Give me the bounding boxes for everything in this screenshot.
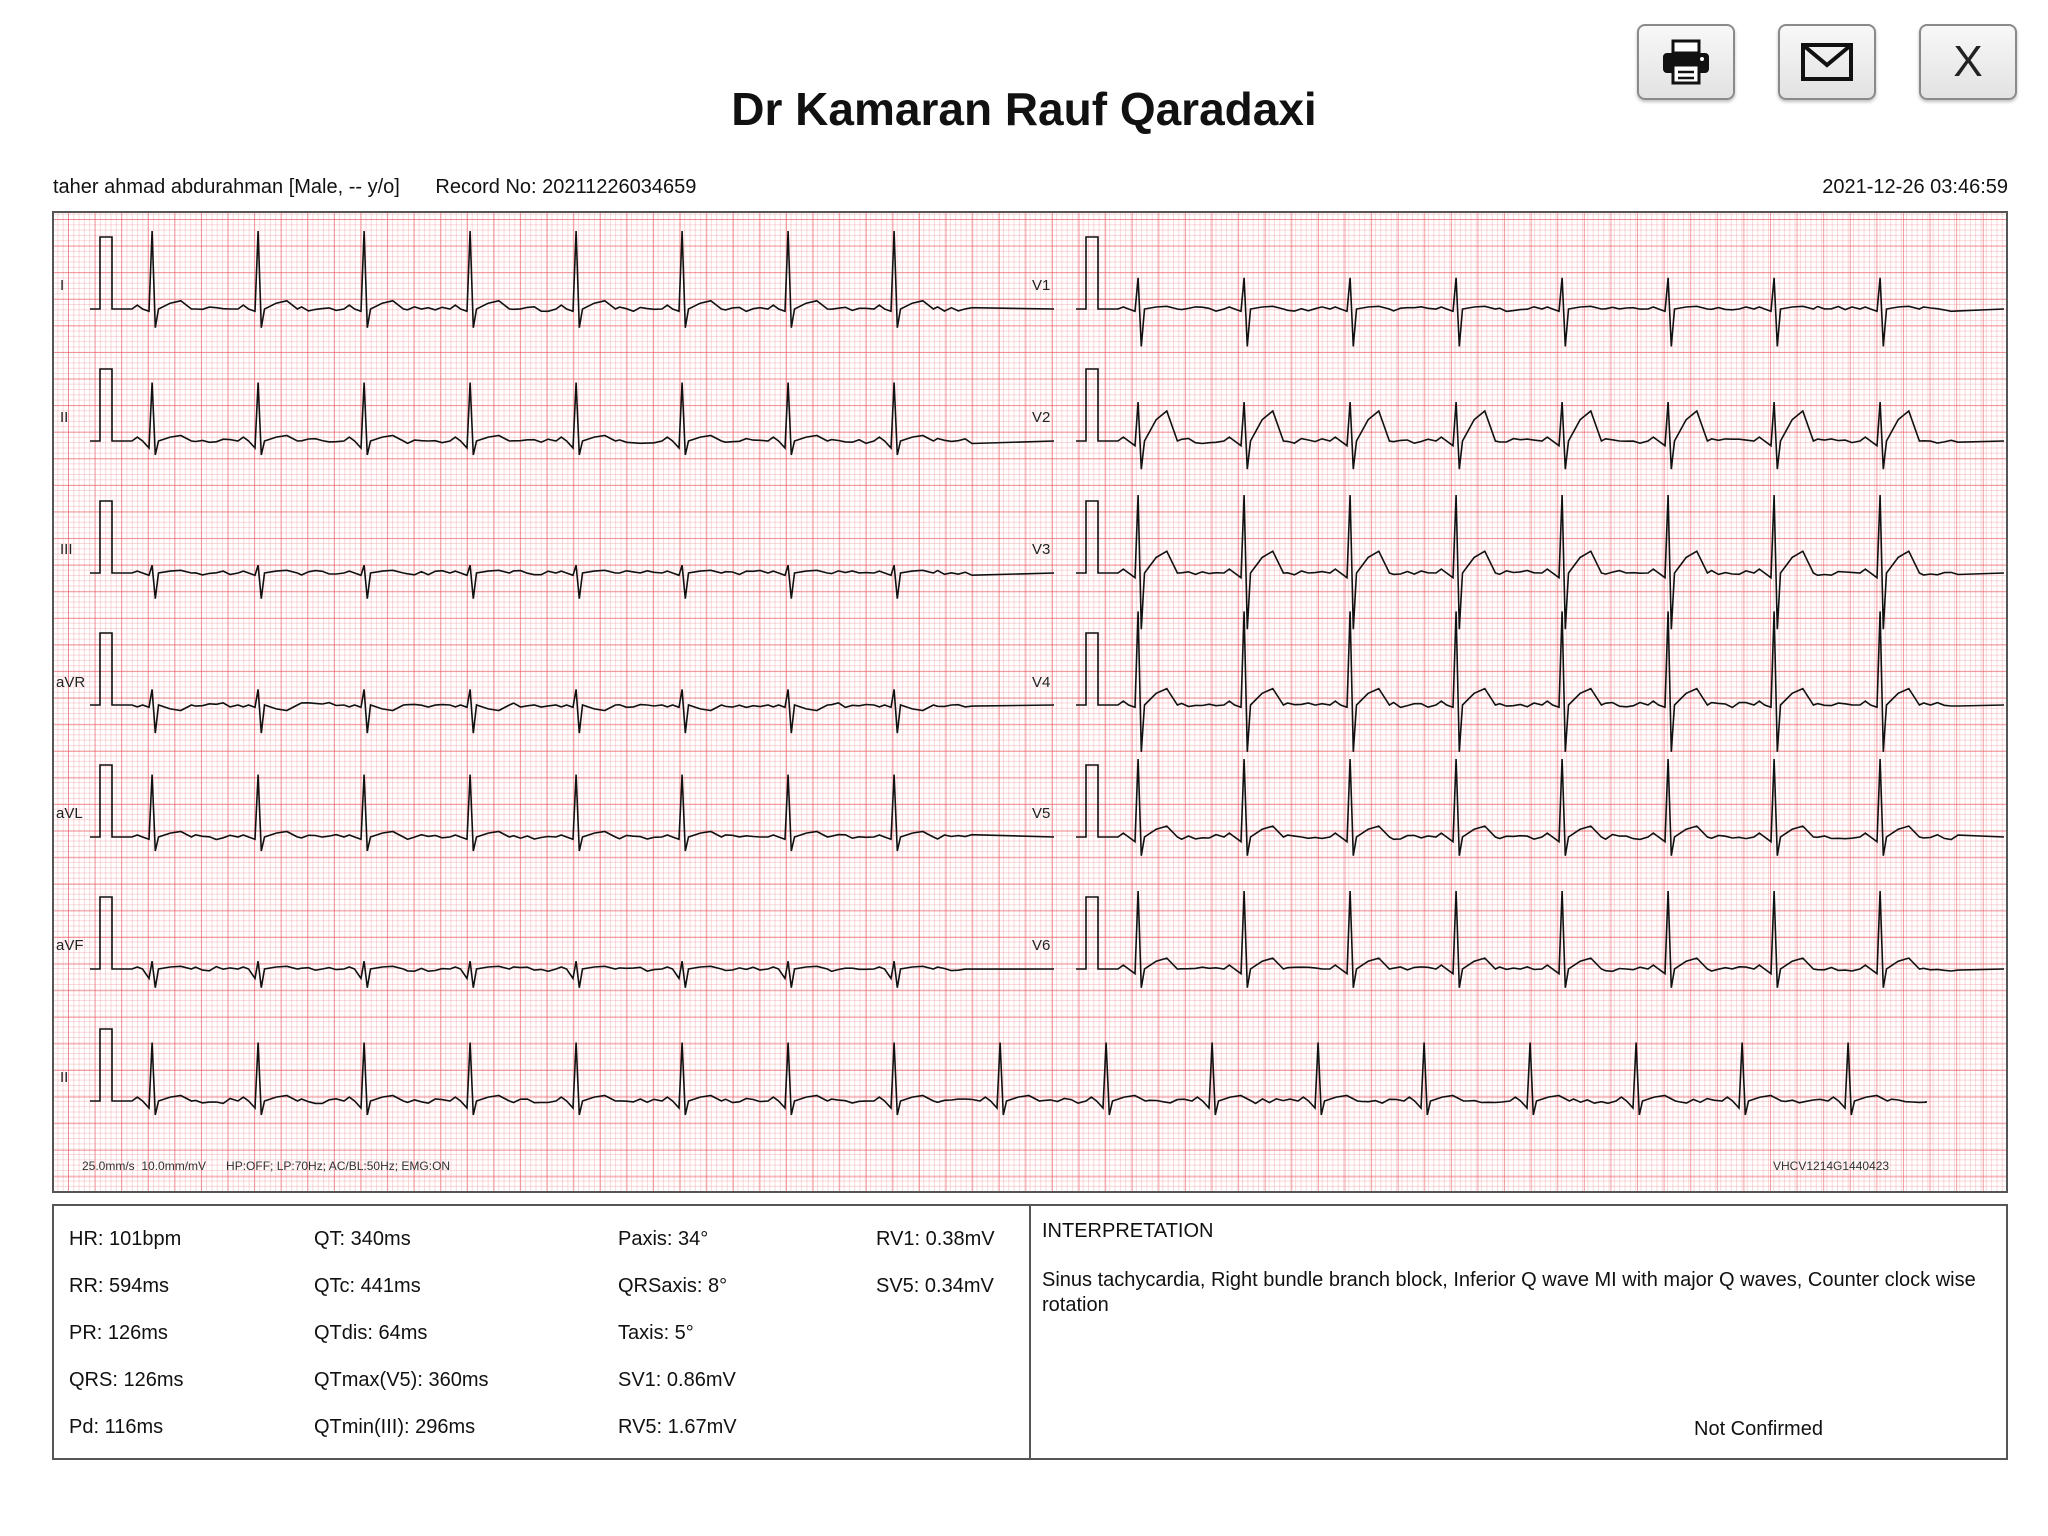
measurement-pd: Pd: 116ms	[69, 1416, 164, 1438]
measurement-qtdis: QTdis: 64ms	[314, 1322, 428, 1344]
lead-label-avr: aVR	[56, 674, 86, 691]
interpretation-title: INTERPRETATION	[1042, 1220, 1214, 1242]
measurement-qt: QT: 340ms	[314, 1228, 411, 1250]
measurement-rr: RR: 594ms	[69, 1275, 170, 1297]
measurement-paxis: Paxis: 34°	[618, 1228, 709, 1250]
measurement-sv5: SV5: 0.34mV	[876, 1275, 994, 1297]
page-title: Dr Kamaran Rauf Qaradaxi	[731, 83, 1317, 135]
lead-label-v4: V4	[1032, 674, 1051, 691]
measurement-rv5: RV5: 1.67mV	[618, 1416, 737, 1438]
measurement-qtc: QTc: 441ms	[314, 1275, 421, 1297]
lead-label-iii: III	[60, 541, 73, 558]
measurement-hr: HR: 101bpm	[69, 1228, 182, 1250]
lead-label-v6: V6	[1032, 937, 1051, 954]
patient-name: taher ahmad abdurahman [Male, -- y/o]	[53, 176, 400, 198]
record-datetime: 2021-12-26 03:46:59	[1822, 176, 2008, 198]
measurement-qtmin: QTmin(III): 296ms	[314, 1416, 476, 1438]
envelope-icon	[1801, 43, 1853, 81]
measurement-rv1: RV1: 0.38mV	[876, 1228, 995, 1250]
print-button[interactable]	[1637, 24, 1735, 100]
panel-divider	[1029, 1206, 1031, 1458]
patient-info: taher ahmad abdurahman [Male, -- y/o] Re…	[53, 176, 696, 199]
lead-label-rhythm: II	[60, 1069, 69, 1086]
confirmation-status: Not Confirmed	[1694, 1418, 1823, 1440]
lead-label-v3: V3	[1032, 541, 1051, 558]
lead-label-v2: V2	[1032, 409, 1051, 426]
ecg-traces	[90, 230, 2005, 1116]
lead-label-ii: II	[60, 409, 69, 426]
measurement-qtmax: QTmax(V5): 360ms	[314, 1369, 489, 1391]
ecg-grid: I II III aVR aVL aVF V1 V2 V3 V4 V5 V6 I…	[52, 211, 2008, 1193]
measurements-panel: HR: 101bpm RR: 594ms PR: 126ms QRS: 126m…	[52, 1204, 2008, 1460]
measurement-sv1: SV1: 0.86mV	[618, 1369, 736, 1391]
measurement-qrs: QRS: 126ms	[69, 1369, 184, 1391]
lead-label-v1: V1	[1032, 277, 1051, 294]
close-button[interactable]: X	[1919, 24, 2017, 100]
lead-label-i: I	[60, 277, 65, 294]
measurement-pr: PR: 126ms	[69, 1322, 168, 1344]
printer-icon	[1663, 39, 1709, 85]
lead-label-avf: aVF	[56, 937, 84, 954]
ecg-settings: 25.0mm/s 10.0mm/mV HP:OFF; LP:70Hz; AC/B…	[82, 1159, 451, 1173]
measurement-qrsaxis: QRSaxis: 8°	[618, 1275, 728, 1297]
email-button[interactable]	[1778, 24, 1876, 100]
measurement-taxis: Taxis: 5°	[618, 1322, 694, 1344]
record-number: Record No: 20211226034659	[435, 176, 697, 198]
close-label: X	[1953, 37, 1983, 86]
device-id: VHCV1214G1440423	[1773, 1159, 1890, 1173]
lead-label-v5: V5	[1032, 805, 1051, 822]
lead-label-avl: aVL	[56, 805, 83, 822]
interpretation-text: Sinus tachycardia, Right bundle branch b…	[1042, 1269, 1976, 1316]
